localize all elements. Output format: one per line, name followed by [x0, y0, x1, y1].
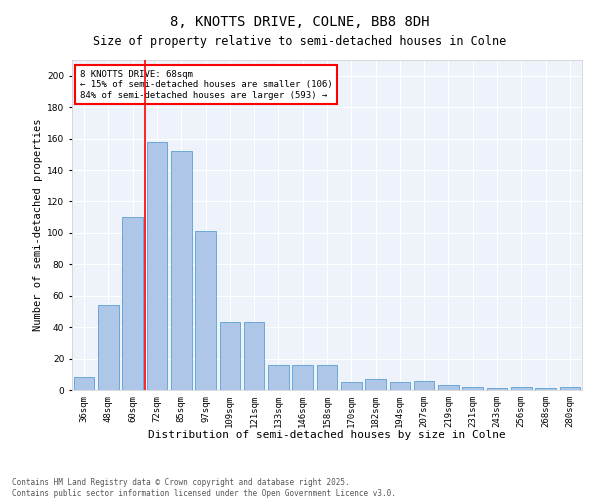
Bar [365, 379, 386, 390]
Bar [389, 382, 410, 390]
Bar [98, 305, 119, 390]
X-axis label: Distribution of semi-detached houses by size in Colne: Distribution of semi-detached houses by … [148, 430, 506, 440]
Bar [171, 151, 191, 390]
Bar [122, 217, 143, 390]
Y-axis label: Number of semi-detached properties: Number of semi-detached properties [33, 118, 43, 331]
Bar [414, 380, 434, 390]
Bar [244, 322, 265, 390]
Bar [195, 232, 216, 390]
Bar [317, 365, 337, 390]
Bar [463, 387, 483, 390]
Bar [535, 388, 556, 390]
Bar [146, 142, 167, 390]
Bar [220, 322, 240, 390]
Bar [292, 365, 313, 390]
Bar [341, 382, 362, 390]
Text: Size of property relative to semi-detached houses in Colne: Size of property relative to semi-detach… [94, 35, 506, 48]
Bar [511, 387, 532, 390]
Text: 8 KNOTTS DRIVE: 68sqm
← 15% of semi-detached houses are smaller (106)
84% of sem: 8 KNOTTS DRIVE: 68sqm ← 15% of semi-deta… [80, 70, 332, 100]
Bar [487, 388, 508, 390]
Bar [560, 387, 580, 390]
Bar [438, 386, 459, 390]
Text: Contains HM Land Registry data © Crown copyright and database right 2025.
Contai: Contains HM Land Registry data © Crown c… [12, 478, 396, 498]
Text: 8, KNOTTS DRIVE, COLNE, BB8 8DH: 8, KNOTTS DRIVE, COLNE, BB8 8DH [170, 15, 430, 29]
Bar [268, 365, 289, 390]
Bar [74, 378, 94, 390]
